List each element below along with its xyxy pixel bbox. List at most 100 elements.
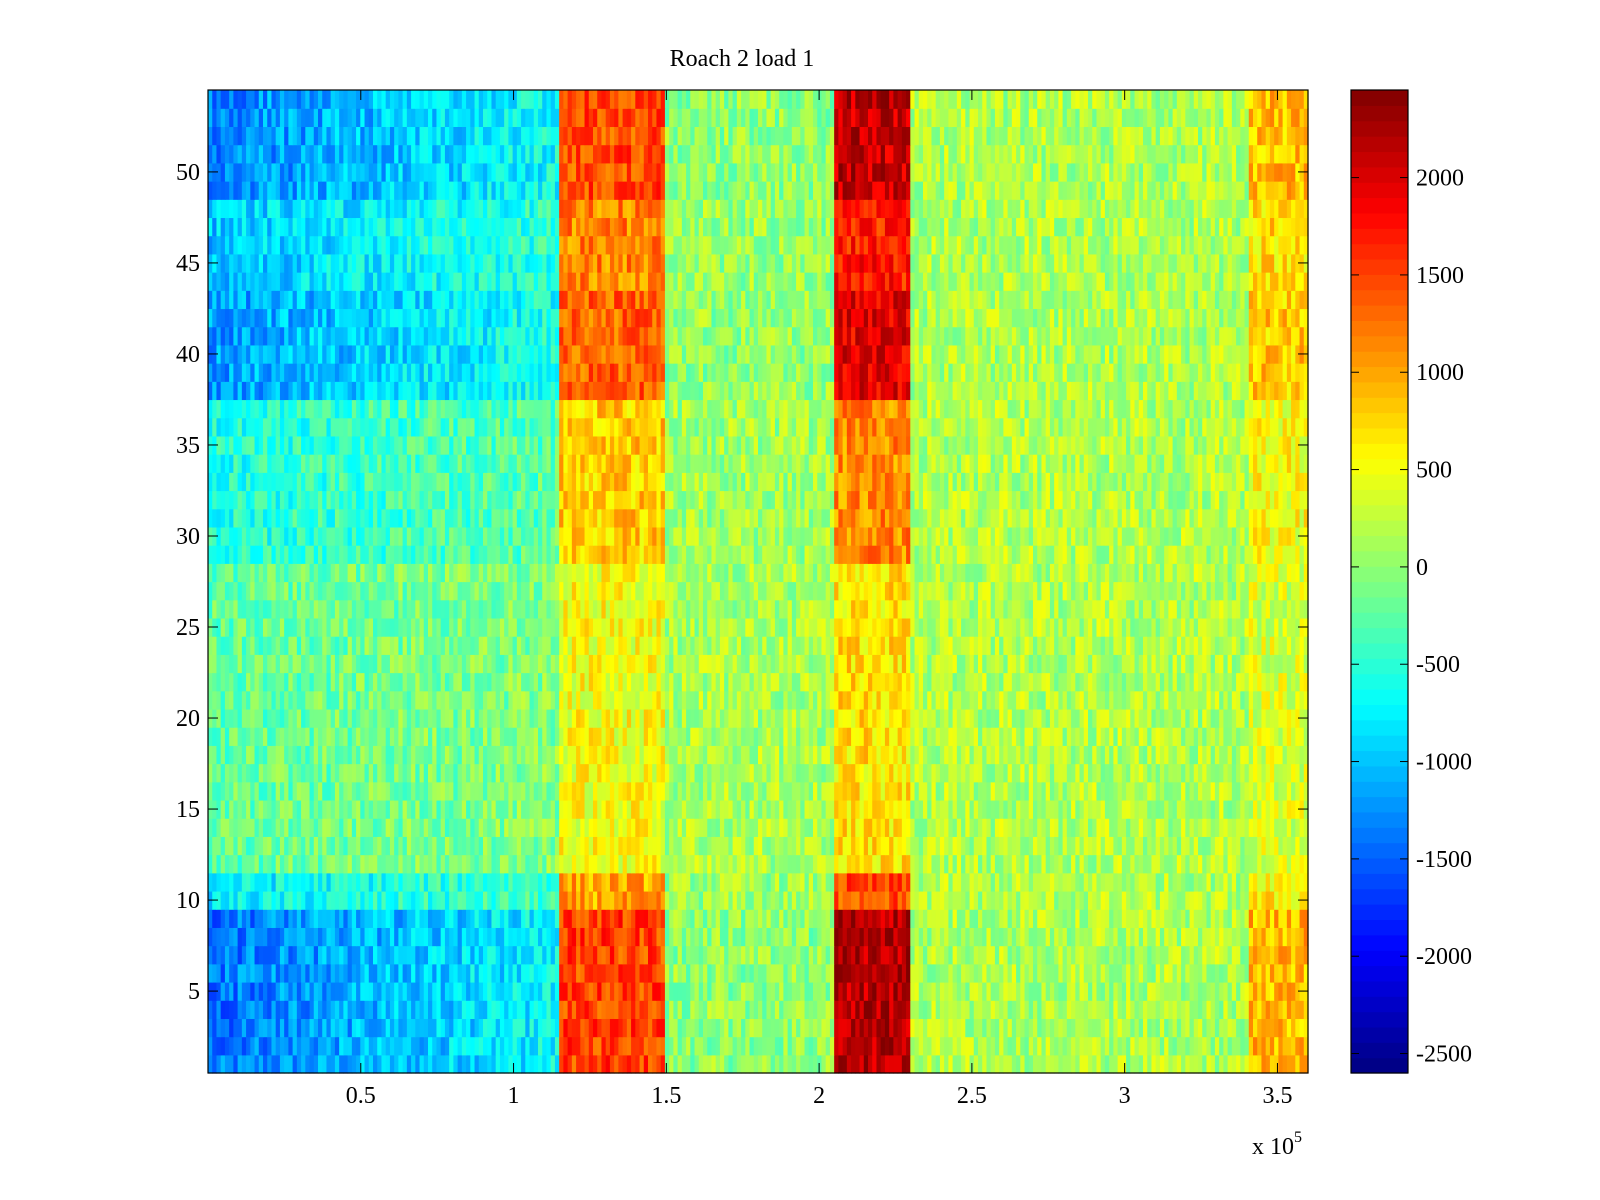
heatmap-cell	[1231, 727, 1237, 746]
heatmap-cell	[639, 763, 645, 783]
heatmap-cell	[593, 1000, 598, 1019]
heatmap-cell	[356, 1054, 361, 1074]
heatmap-cell	[292, 763, 298, 783]
heatmap-cell	[969, 781, 975, 801]
heatmap-cell	[461, 727, 467, 746]
heatmap-cell	[1083, 727, 1089, 746]
heatmap-cell	[618, 1036, 624, 1056]
heatmap-cell	[1219, 872, 1224, 892]
heatmap-cell	[499, 836, 505, 856]
heatmap-cell	[1147, 1018, 1153, 1038]
heatmap-cell	[224, 945, 230, 965]
heatmap-cell	[1155, 1018, 1161, 1038]
heatmap-cell	[1134, 763, 1140, 783]
heatmap-cell	[741, 799, 746, 819]
heatmap-cell	[732, 836, 738, 856]
heatmap-cell	[753, 727, 759, 746]
heatmap-cell	[1088, 1036, 1093, 1056]
heatmap-cell	[698, 745, 704, 765]
heatmap-cell	[385, 727, 391, 746]
heatmap-cell	[774, 963, 780, 983]
heatmap-cell	[538, 854, 543, 874]
heatmap-cell	[347, 763, 353, 783]
heatmap-cell	[711, 799, 717, 819]
heatmap-cell	[741, 781, 746, 801]
heatmap-cell	[961, 1054, 966, 1074]
heatmap-cell	[313, 745, 319, 765]
heatmap-cell	[415, 854, 421, 874]
heatmap-cell	[330, 890, 336, 910]
heatmap-cell	[939, 836, 945, 856]
heatmap-cell	[305, 1000, 311, 1019]
heatmap-cell	[813, 909, 818, 928]
heatmap-cell	[305, 981, 311, 1001]
heatmap-cell	[1244, 854, 1250, 874]
heatmap-cell	[1037, 1018, 1043, 1038]
heatmap-cell	[618, 890, 624, 910]
heatmap-cell	[1164, 854, 1169, 874]
heatmap-cell	[550, 927, 556, 947]
heatmap-cell	[686, 945, 691, 965]
heatmap-cell	[948, 727, 954, 746]
heatmap-cell	[978, 927, 983, 947]
heatmap-cell	[1168, 981, 1174, 1001]
heatmap-cell	[474, 818, 480, 837]
heatmap-cell	[1151, 836, 1157, 856]
heatmap-cell	[224, 854, 230, 874]
heatmap-cell	[686, 745, 691, 765]
heatmap-cell	[470, 836, 476, 856]
heatmap-cell	[593, 872, 598, 892]
heatmap-cell	[1265, 781, 1271, 801]
heatmap-cell	[1058, 1036, 1064, 1056]
heatmap-cell	[491, 781, 497, 801]
heatmap-cell	[440, 945, 446, 965]
heatmap-cell	[1134, 854, 1140, 874]
heatmap-cell	[229, 890, 234, 910]
heatmap-cell	[880, 909, 886, 928]
heatmap-cell	[846, 1000, 852, 1019]
heatmap-cell	[512, 981, 518, 1001]
heatmap-cell	[1147, 981, 1153, 1001]
heatmap-cell	[1240, 836, 1246, 856]
heatmap-cell	[525, 1054, 531, 1074]
heatmap-cell	[1219, 945, 1224, 965]
heatmap-cell	[686, 1000, 691, 1019]
heatmap-cell	[436, 781, 442, 801]
heatmap-cell	[432, 781, 438, 801]
heatmap-cell	[622, 727, 628, 746]
heatmap-cell	[1185, 1036, 1191, 1056]
heatmap-cell	[897, 890, 903, 910]
heatmap-cell	[571, 745, 577, 765]
heatmap-cell	[787, 1036, 793, 1056]
heatmap-cell	[1269, 836, 1275, 856]
heatmap-cell	[787, 981, 793, 1001]
heatmap-cell	[1274, 1036, 1279, 1056]
heatmap-cell	[1092, 890, 1098, 910]
heatmap-cell	[753, 763, 759, 783]
heatmap-cell	[478, 745, 484, 765]
heatmap-cell	[1198, 763, 1203, 783]
heatmap-cell	[1007, 763, 1013, 783]
heatmap-cell	[250, 763, 256, 783]
heatmap-cell	[999, 872, 1004, 892]
heatmap-cell	[559, 763, 564, 783]
heatmap-cell	[834, 836, 839, 856]
heatmap-cell	[813, 1054, 818, 1074]
heatmap-cell	[1096, 981, 1102, 1001]
heatmap-cell	[1269, 927, 1275, 947]
heatmap-cell	[994, 763, 1000, 783]
heatmap-cell	[643, 799, 649, 819]
heatmap-cell	[593, 909, 598, 928]
heatmap-cell	[1257, 963, 1263, 983]
heatmap-cell	[965, 781, 971, 801]
heatmap-cell	[961, 872, 966, 892]
heatmap-cell	[762, 945, 768, 965]
heatmap-cell	[884, 909, 890, 928]
heatmap-cell	[478, 981, 484, 1001]
heatmap-cell	[1143, 799, 1148, 819]
heatmap-cell	[749, 927, 755, 947]
heatmap-cell	[1096, 1036, 1102, 1056]
heatmap-cell	[969, 1018, 975, 1038]
heatmap-cell	[313, 727, 319, 746]
heatmap-cell	[732, 727, 738, 746]
